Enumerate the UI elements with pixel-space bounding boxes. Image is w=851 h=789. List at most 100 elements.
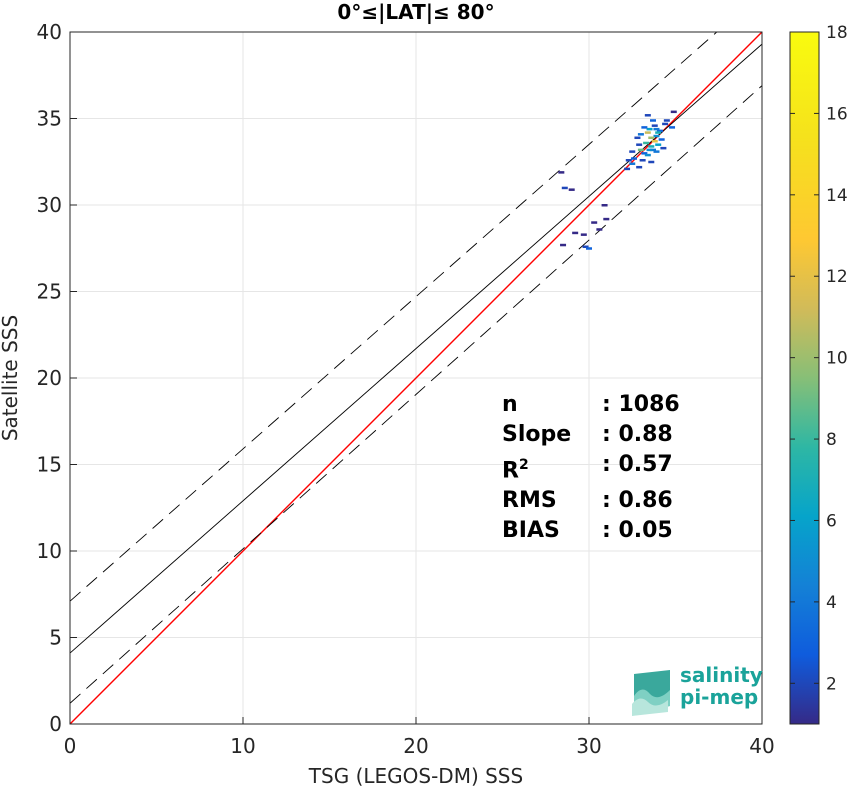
- regression-lines: [70, 32, 762, 724]
- line-1:1: [70, 32, 762, 724]
- colorbar-tick-label: 6: [826, 511, 837, 531]
- data-point: [629, 150, 636, 153]
- wave-logo-icon: [632, 670, 670, 716]
- data-point: [653, 134, 660, 138]
- x-tick-label: 30: [576, 734, 601, 758]
- data-point: [601, 204, 608, 207]
- stat-row-n: n : 1086: [502, 390, 680, 420]
- colorbar-tick-label: 2: [826, 674, 837, 694]
- stat-row-r2: R2 : 0.57: [502, 450, 680, 486]
- data-point: [663, 119, 670, 122]
- colorbar-tick-label: 18: [826, 23, 848, 43]
- stats-box: n : 1086 Slope : 0.88 R2 : 0.57 RMS : 0.…: [502, 390, 680, 546]
- data-point: [644, 153, 651, 157]
- data-point: [650, 119, 657, 122]
- stat-label: n: [502, 392, 518, 417]
- colorbar-tick-label: 16: [826, 104, 848, 124]
- stat-row-slope: Slope : 0.88: [502, 420, 680, 450]
- data-point: [644, 131, 651, 134]
- data-point: [655, 143, 662, 146]
- data-point: [660, 146, 667, 150]
- logo-text: salinity pi-mep: [680, 664, 763, 708]
- x-axis-title: TSG (LEGOS-DM) SSS: [308, 764, 523, 788]
- stat-row-rms: RMS : 0.86: [502, 486, 680, 516]
- data-point: [650, 148, 657, 152]
- data-point: [669, 126, 676, 129]
- data-point: [561, 186, 568, 190]
- y-tick-label: 35: [37, 107, 62, 131]
- data-point: [630, 157, 637, 160]
- stat-value: : 1086: [602, 392, 680, 417]
- y-tick-label: 15: [37, 453, 62, 477]
- data-point: [670, 110, 677, 114]
- data-point: [648, 160, 655, 164]
- data-point: [596, 228, 603, 231]
- x-tick-label: 0: [64, 734, 77, 758]
- data-point: [651, 124, 658, 127]
- y-tick-label: 30: [37, 193, 62, 217]
- y-tick-label: 40: [37, 20, 62, 44]
- stat-value: : 0.57: [602, 452, 673, 477]
- stat-value: : 0.88: [602, 422, 673, 447]
- data-point: [582, 245, 589, 249]
- stat-label: Slope: [502, 422, 572, 447]
- data-point: [641, 126, 648, 129]
- data-point: [651, 139, 658, 143]
- data-point: [625, 159, 632, 162]
- data-point: [636, 143, 643, 146]
- data-point: [646, 148, 653, 152]
- y-tick-label: 5: [49, 626, 62, 650]
- stat-label: RMS: [502, 488, 557, 514]
- colorbar-tick-label: 4: [826, 593, 837, 613]
- colorbar-tick-label: 12: [826, 267, 848, 287]
- data-point: [641, 152, 648, 155]
- axis-ticks: 0 10 20 30 40 0 5 10 15 20 25 30 35 40: [37, 20, 775, 758]
- data-point: [558, 171, 565, 174]
- colorbar: [789, 31, 820, 725]
- logo-line-1: salinity: [680, 663, 763, 687]
- data-point: [580, 233, 587, 236]
- colorbar-tick-label: 8: [826, 430, 837, 450]
- scatter-points: [558, 110, 677, 250]
- data-point: [653, 127, 660, 131]
- colorbar-ticks: 2 4 6 8 10 12 14 16 18: [790, 23, 848, 694]
- x-tick-label: 20: [403, 734, 428, 758]
- data-point: [560, 243, 567, 247]
- y-tick-label: 0: [49, 712, 62, 736]
- x-tick-label: 10: [230, 734, 255, 758]
- stat-value: : 0.05: [602, 518, 673, 544]
- data-point: [643, 141, 650, 145]
- data-point: [634, 136, 641, 140]
- x-tick-label: 40: [749, 734, 774, 758]
- data-point: [629, 162, 636, 165]
- data-point: [637, 133, 644, 136]
- line-fit: [70, 43, 762, 654]
- data-point: [646, 127, 653, 131]
- y-axis-title: Satellite SSS: [0, 315, 22, 441]
- data-point: [662, 122, 669, 126]
- colorbar-tick-label: 10: [826, 349, 848, 369]
- y-tick-label: 20: [37, 366, 62, 390]
- data-point: [636, 165, 643, 169]
- line-fit-: [70, 85, 762, 704]
- data-point: [624, 167, 631, 171]
- data-point: [648, 136, 655, 140]
- y-tick-label: 10: [37, 539, 62, 563]
- chart-title: 0°≤|LAT|≤ 80°: [337, 0, 494, 24]
- stat-value: : 0.86: [602, 488, 673, 514]
- data-point: [639, 159, 646, 162]
- data-point: [568, 188, 575, 191]
- y-tick-label: 25: [37, 280, 62, 304]
- data-point: [586, 247, 592, 250]
- stat-label: BIAS: [502, 518, 560, 544]
- data-point: [655, 131, 662, 134]
- stat-label: R2: [502, 457, 529, 484]
- data-point: [572, 231, 579, 235]
- data-point: [591, 221, 598, 224]
- data-point: [644, 114, 651, 117]
- data-point: [637, 148, 644, 152]
- stat-row-bias: BIAS : 0.05: [502, 516, 680, 546]
- salinity-pimep-logo: salinity pi-mep: [630, 664, 763, 716]
- data-point: [653, 150, 660, 153]
